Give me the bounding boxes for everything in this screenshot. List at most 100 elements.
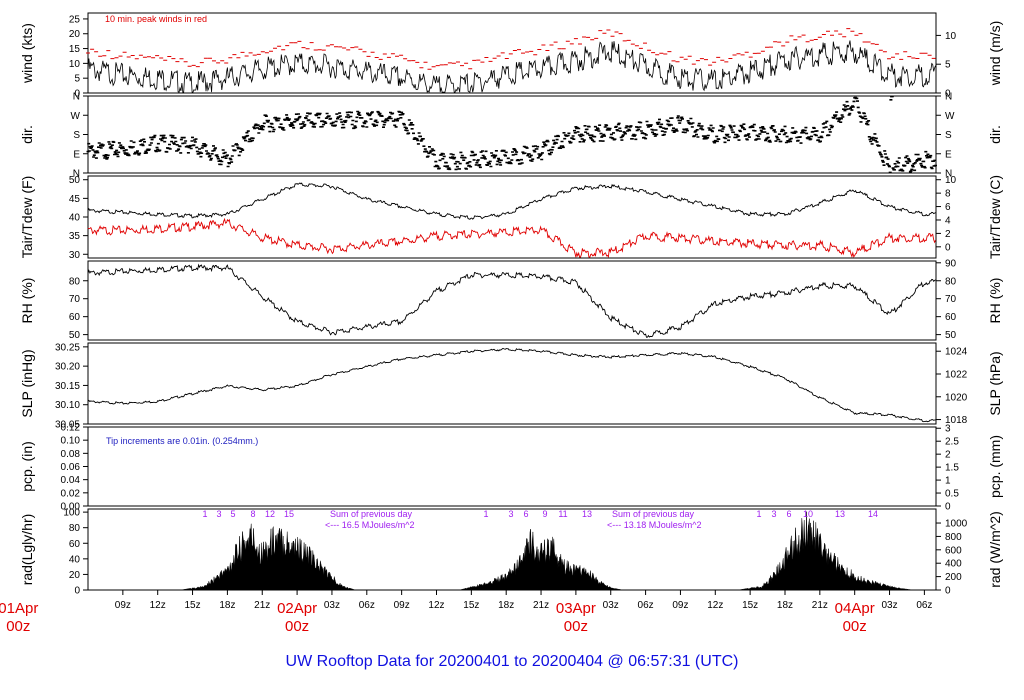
left-tick-label: 60 (69, 312, 81, 323)
x-tick-label: 15z (184, 600, 200, 611)
panel-slp: 30.05 30.10 30.15 30.20 30.25 1018 1020 1022 102… (19, 342, 1003, 430)
panel-wind: 0 5 10 15 20 25 0 5 10 wind (kts) wind (m/s) 10 min… (19, 12, 1003, 100)
right-tick-label: 2.5 (945, 437, 959, 448)
rad-hour-mark: 9 (542, 509, 547, 519)
left-tick-label: 35 (69, 231, 81, 242)
x-tick-label: 09z (394, 600, 410, 611)
ylabel-right: wind (m/s) (987, 21, 1003, 87)
x-day-label: 03Apr (556, 600, 596, 617)
rad-sum-label: Sum of previous day (330, 509, 413, 519)
right-tick-label: 60 (945, 312, 957, 323)
rad-hour-mark: 1 (756, 509, 761, 519)
x-tick-label: 21z (812, 600, 828, 611)
left-tick-label: 20 (69, 570, 81, 581)
rad-hour-mark: 1 (483, 509, 488, 519)
x-tick-label: 06z (638, 600, 654, 611)
left-tick-label: 25 (69, 14, 81, 25)
left-tick-label: 0 (74, 89, 80, 100)
x-day-label: 01Apr (0, 600, 38, 617)
rh-series-line (87, 263, 936, 338)
left-tick-label: 40 (69, 554, 81, 565)
right-tick-label: E (945, 149, 952, 160)
rad-hour-mark: 8 (250, 509, 255, 519)
rad-hour-mark: 6 (523, 509, 528, 519)
x-tick-label: 09z (672, 600, 688, 611)
right-tick-label: 6 (945, 202, 951, 213)
left-tick-label: 30.25 (55, 342, 80, 353)
rad-sum-value: <--- 16.5 MJoules/m^2 (325, 520, 415, 530)
panel-rh: 50 60 70 80 50 60 70 80 90 RH (%) RH (%) (19, 258, 1003, 341)
ylabel-right: Tair/Tdew (C) (987, 175, 1003, 259)
ylabel-left: RH (%) (19, 278, 35, 324)
left-tick-label: 100 (63, 508, 80, 519)
right-tick-label: 1.5 (945, 463, 959, 474)
right-tick-label: 400 (945, 559, 962, 570)
rad-sum-value: <--- 13.18 MJoules/m^2 (607, 520, 702, 530)
ylabel-left: dir. (19, 125, 35, 144)
right-tick-label: S (945, 130, 952, 141)
left-tick-label: E (73, 149, 80, 160)
figure-title: UW Rooftop Data for 20200401 to 20200404… (286, 653, 739, 670)
panel-temp: 30 35 40 45 50 0 2 4 6 8 10 Tair/Tdew (F) Tair/Tdew … (19, 175, 1003, 261)
right-tick-label: 1 (945, 476, 951, 487)
right-tick-label: 4 (945, 215, 951, 226)
panel-rad: 02040608010002004006008001000rad(Lgly/hr… (19, 508, 1003, 597)
left-tick-label: S (73, 130, 80, 141)
rad-hour-mark: 6 (786, 509, 791, 519)
ylabel-left: rad(Lgly/hr) (19, 514, 35, 586)
panel-frame (87, 342, 937, 425)
ylabel-right: RH (%) (987, 278, 1003, 324)
right-tick-label: 1018 (945, 415, 968, 426)
x-tick-label: 18z (498, 600, 514, 611)
rad-hour-mark: 11 (558, 509, 567, 519)
x-tick-label: 18z (219, 600, 235, 611)
right-tick-label: 1000 (945, 519, 968, 530)
panel-frame (87, 175, 937, 259)
right-tick-label: 0.5 (945, 489, 959, 500)
right-tick-label: 70 (945, 294, 957, 305)
rad-hour-mark: 5 (230, 509, 235, 519)
left-tick-label: 0.08 (61, 449, 81, 460)
tdew-series-line (87, 217, 936, 259)
right-tick-label: 200 (945, 572, 962, 583)
rad-hour-mark: 13 (835, 509, 845, 519)
wind-series-line (87, 40, 936, 94)
ylabel-left: Tair/Tdew (F) (19, 176, 35, 258)
x-tick-label: 06z (916, 600, 932, 611)
left-tick-label: 30.20 (55, 362, 80, 373)
right-tick-label: 5 (945, 60, 951, 71)
x-tick-label: 12z (707, 600, 723, 611)
tair-series-line (87, 182, 936, 220)
slp-series-line (87, 347, 936, 423)
ylabel-left: pcp. (in) (19, 441, 35, 492)
rad-hour-mark: 3 (216, 509, 221, 519)
x-tick-label: 03z (324, 600, 340, 611)
left-tick-label: 0.10 (61, 436, 81, 447)
x-tick-label: 03z (603, 600, 619, 611)
x-day-time: 00z (564, 618, 588, 635)
rad-hour-mark: 3 (508, 509, 513, 519)
x-day-time: 00z (285, 618, 309, 635)
left-tick-label: 30 (69, 250, 81, 261)
right-tick-label: 8 (945, 189, 951, 200)
x-tick-label: 21z (533, 600, 549, 611)
x-tick-label: 18z (777, 600, 793, 611)
left-tick-label: 50 (69, 175, 81, 186)
pcp-note: Tip increments are 0.01in. (0.254mm.) (106, 436, 258, 446)
left-tick-label: 40 (69, 213, 81, 224)
left-tick-label: 70 (69, 294, 81, 305)
left-tick-label: N (73, 169, 80, 180)
left-tick-label: 45 (69, 194, 81, 205)
ylabel-left: wind (kts) (19, 23, 35, 84)
rad-hour-mark: 1 (202, 509, 207, 519)
left-tick-label: 80 (69, 523, 81, 534)
right-tick-label: 0 (945, 242, 951, 253)
ylabel-right: dir. (987, 125, 1003, 144)
rad-hour-mark: 14 (868, 509, 878, 519)
x-tick-label: 03z (881, 600, 897, 611)
left-tick-label: 0.00 (61, 502, 81, 513)
rad-hour-mark: 3 (771, 509, 776, 519)
